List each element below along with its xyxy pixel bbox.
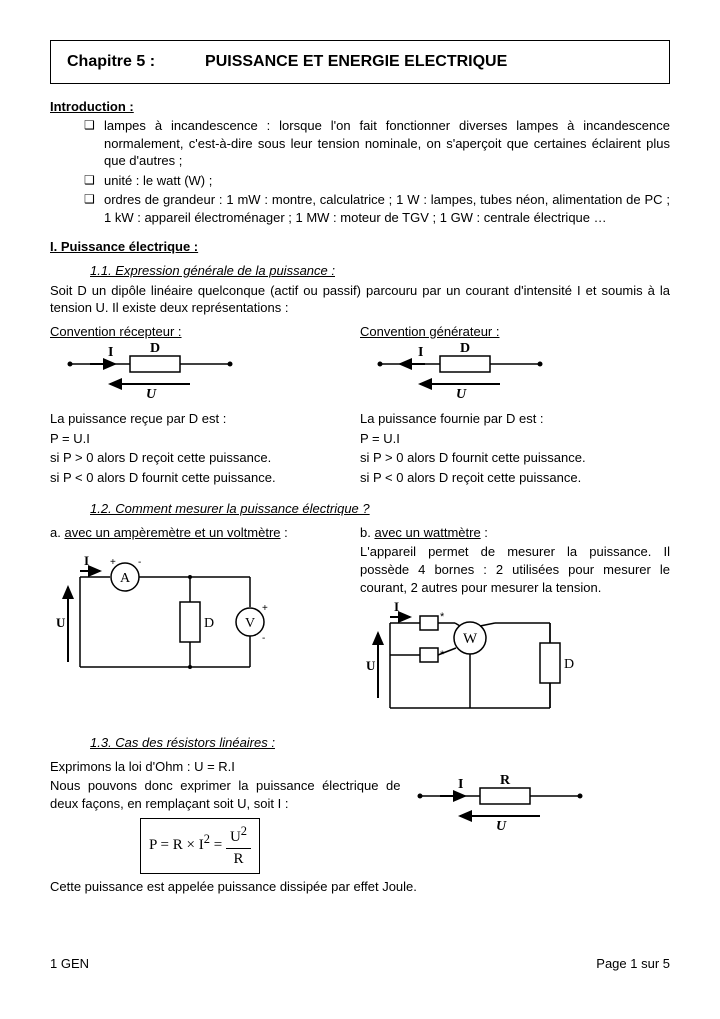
- svg-text:U: U: [496, 819, 507, 834]
- s11-heading: 1.1. Expression générale de la puissance…: [90, 262, 670, 280]
- resistor-diagram: I R U: [400, 774, 600, 834]
- rec-line: si P < 0 alors D fournit cette puissance…: [50, 469, 360, 487]
- wattmeter-diagram: * W * D I U: [360, 598, 580, 728]
- svg-text:*: *: [440, 611, 445, 623]
- footer-right: Page 1 sur 5: [596, 955, 670, 973]
- svg-text:+: +: [262, 603, 268, 614]
- s13-line1: Exprimons la loi d'Ohm : U = R.I: [50, 758, 400, 776]
- gen-line: si P < 0 alors D reçoit cette puissance.: [360, 469, 670, 487]
- title-box: Chapitre 5 : PUISSANCE ET ENERGIE ELECTR…: [50, 40, 670, 84]
- gen-line: La puissance fournie par D est :: [360, 410, 670, 428]
- s1-heading: I. Puissance électrique :: [50, 238, 670, 256]
- svg-text:I: I: [394, 599, 399, 614]
- svg-text:D: D: [150, 342, 160, 356]
- svg-text:W: W: [463, 631, 478, 647]
- dipole-generator-diagram: I D U: [360, 342, 560, 402]
- svg-text:-: -: [138, 557, 141, 568]
- s13-after: Cette puissance est appelée puissance di…: [50, 878, 670, 896]
- title: PUISSANCE ET ENERGIE ELECTRIQUE: [205, 51, 507, 73]
- intro-bullet: unité : le watt (W) ;: [84, 172, 670, 190]
- s12-heading: 1.2. Comment mesurer la puissance électr…: [90, 500, 670, 518]
- intro-bullets: lampes à incandescence : lorsque l'on fa…: [84, 117, 670, 226]
- svg-text:U: U: [366, 658, 376, 673]
- conventions-text: La puissance reçue par D est : P = U.I s…: [50, 408, 670, 488]
- svg-text:U: U: [146, 387, 157, 402]
- intro-bullet: lampes à incandescence : lorsque l'on fa…: [84, 117, 670, 170]
- convention-receptor: Convention récepteur : I D U: [50, 321, 360, 403]
- s13-heading: 1.3. Cas des résistors linéaires :: [90, 734, 670, 752]
- s13-line2: Nous pouvons donc exprimer la puissance …: [50, 777, 400, 812]
- svg-text:D: D: [204, 616, 214, 631]
- chapter-label: Chapitre 5 :: [67, 51, 155, 73]
- intro-bullet: ordres de grandeur : 1 mW : montre, calc…: [84, 191, 670, 226]
- measure-a: a. avec un ampèremètre et un voltmètre :…: [50, 522, 360, 728]
- svg-text:U: U: [56, 615, 66, 630]
- a-label-text: avec un ampèremètre et un voltmètre: [64, 525, 280, 540]
- svg-text:V: V: [245, 616, 255, 631]
- svg-text:D: D: [460, 342, 470, 356]
- rec-line: P = U.I: [50, 430, 360, 448]
- rec-line: si P > 0 alors D reçoit cette puissance.: [50, 449, 360, 467]
- svg-text:I: I: [418, 345, 423, 360]
- conventions-row: Convention récepteur : I D U Conventi: [50, 321, 670, 403]
- svg-text:I: I: [458, 777, 463, 792]
- svg-text:+: +: [110, 557, 116, 568]
- footer-left: 1 GEN: [50, 955, 89, 973]
- convention-generator: Convention générateur : I D U: [360, 321, 670, 403]
- svg-text:A: A: [120, 571, 131, 586]
- conv-generateur-label: Convention générateur :: [360, 324, 499, 339]
- dipole-receptor-diagram: I D U: [50, 342, 250, 402]
- svg-text:U: U: [456, 387, 467, 402]
- s13-row: Exprimons la loi d'Ohm : U = R.I Nous po…: [50, 756, 670, 876]
- svg-text:I: I: [84, 553, 89, 568]
- measure-b: b. avec un wattmètre : L'appareil permet…: [360, 522, 670, 728]
- svg-text:*: *: [440, 649, 445, 661]
- conv-recepteur-label: Convention récepteur :: [50, 324, 182, 339]
- gen-line: P = U.I: [360, 430, 670, 448]
- measure-row: a. avec un ampèremètre et un voltmètre :…: [50, 522, 670, 728]
- formula-box: P = R × I2 = U2 R: [140, 818, 260, 874]
- s11-text: Soit D un dipôle linéaire quelconque (ac…: [50, 282, 670, 317]
- rec-line: La puissance reçue par D est :: [50, 410, 360, 428]
- svg-text:D: D: [564, 657, 574, 672]
- svg-text:-: -: [262, 633, 265, 644]
- svg-text:R: R: [500, 774, 511, 788]
- footer: 1 GEN Page 1 sur 5: [50, 955, 670, 973]
- svg-text:I: I: [108, 345, 113, 360]
- intro-heading: Introduction :: [50, 98, 670, 116]
- b-text: L'appareil permet de mesurer la puissanc…: [360, 543, 670, 596]
- ammeter-voltmeter-diagram: A + - V + - D I U: [50, 547, 280, 687]
- b-label-text: avec un wattmètre: [374, 525, 480, 540]
- gen-line: si P > 0 alors D fournit cette puissance…: [360, 449, 670, 467]
